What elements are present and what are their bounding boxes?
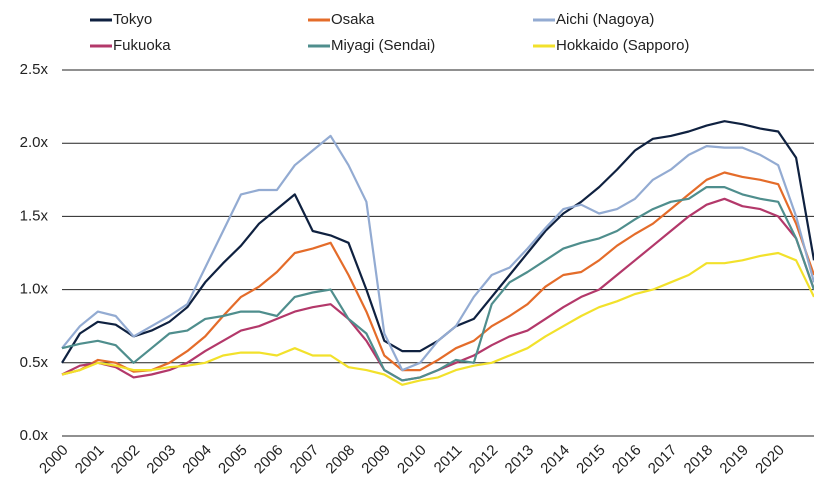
- x-tick-label: 2017: [645, 442, 681, 478]
- y-tick-label: 1.0x: [20, 281, 49, 298]
- series-line: [61, 171, 814, 376]
- legend-label: Fukuoka: [113, 37, 171, 54]
- x-tick-label: 2009: [358, 442, 394, 478]
- y-tick-label: 2.5x: [20, 61, 49, 78]
- x-tick-label: 2005: [215, 442, 251, 478]
- x-tick-label: 2004: [179, 442, 215, 478]
- y-tick-label: 1.5x: [20, 207, 49, 224]
- series-line: [61, 186, 814, 382]
- x-tick-label: 2019: [716, 442, 752, 478]
- x-tick-label: 2018: [681, 442, 717, 478]
- x-tick-label: 2013: [502, 442, 538, 478]
- x-tick-label: 2000: [36, 442, 72, 478]
- series-line: [61, 120, 814, 364]
- x-tick-label: 2008: [322, 442, 358, 478]
- x-tick-label: 2020: [752, 442, 788, 478]
- x-tick-label: 2014: [537, 442, 573, 478]
- x-tick-label: 2010: [394, 442, 430, 478]
- legend-label: Miyagi (Sendai): [331, 37, 435, 54]
- y-tick-label: 0.5x: [20, 354, 49, 371]
- legend-label: Aichi (Nagoya): [556, 11, 654, 28]
- x-tick-label: 2007: [287, 442, 323, 478]
- x-tick-label: 2015: [573, 442, 609, 478]
- legend-label: Osaka: [331, 11, 375, 28]
- series-line: [61, 134, 814, 372]
- x-tick-label: 2002: [108, 442, 144, 478]
- y-tick-label: 2.0x: [20, 134, 49, 151]
- x-tick-label: 2006: [251, 442, 287, 478]
- x-tick-label: 2016: [609, 442, 645, 478]
- x-tick-label: 2001: [72, 442, 108, 478]
- legend-label: Hokkaido (Sapporo): [556, 37, 689, 54]
- x-tick-label: 2012: [466, 442, 502, 478]
- legend-label: Tokyo: [113, 11, 152, 28]
- series-line: [61, 251, 814, 386]
- y-tick-label: 0.0x: [20, 427, 49, 444]
- x-tick-label: 2011: [431, 442, 466, 477]
- x-tick-label: 2003: [143, 442, 179, 478]
